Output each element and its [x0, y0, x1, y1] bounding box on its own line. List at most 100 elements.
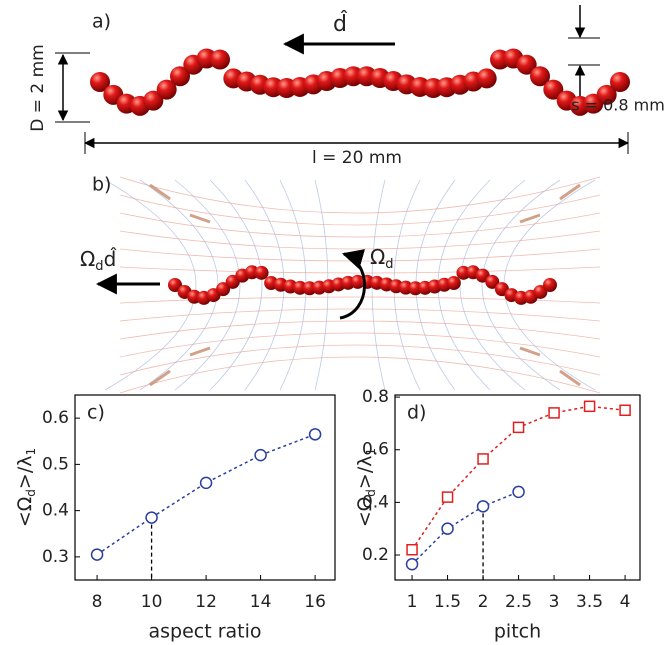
y-axis-label-part: <Ω [354, 497, 376, 527]
streamline [174, 179, 241, 391]
sphere [543, 278, 557, 292]
y-axis-label: <Ωd>/λ1 [354, 448, 378, 527]
rotation-arrow [339, 249, 366, 320]
streamline [119, 212, 601, 238]
flow-arrow [149, 369, 171, 387]
marker [476, 500, 490, 513]
marker [90, 548, 104, 561]
flow-arrow [519, 346, 541, 357]
length-label: l = 20 mm [312, 148, 402, 168]
streamline [119, 320, 601, 340]
streamline [119, 308, 601, 322]
y-axis-label: <Ωd>/λ1 [14, 448, 38, 527]
streamline [104, 179, 197, 391]
sphere [210, 49, 230, 70]
streamline [119, 332, 601, 358]
x-tick-label: 12 [195, 592, 217, 612]
marker [405, 557, 419, 571]
series-line [96, 433, 316, 556]
marker [441, 522, 454, 535]
sphere [485, 274, 500, 289]
diameter-label: D = 2 mm [28, 44, 48, 131]
sphere [168, 278, 182, 292]
chain-b [168, 265, 557, 305]
x-tick-label: 3 [549, 592, 560, 612]
direction-label: d̂ [333, 11, 347, 37]
sphere [170, 66, 190, 87]
marker [441, 491, 454, 503]
streamline [119, 194, 601, 226]
streamline [119, 266, 601, 274]
y-axis-label-part: >/λ [354, 455, 376, 489]
x-tick-label: 2.5 [505, 592, 532, 612]
marker [406, 543, 418, 556]
x-tick-label: 3.5 [576, 592, 603, 612]
flow-arrow [189, 213, 211, 224]
y-tick-label: 0.8 [362, 387, 389, 407]
rotation-subscript: d [385, 257, 393, 272]
x-tick-label: 1.5 [434, 592, 461, 612]
y-axis-label-part: 1 [364, 448, 378, 456]
streamline [119, 176, 601, 214]
plot-frame [74, 394, 336, 581]
marker [619, 404, 631, 417]
sphere-label: s = 0.8 mm [571, 96, 665, 115]
streamline [119, 248, 601, 262]
y-axis-label-part: >/λ [14, 455, 36, 489]
marker [199, 476, 213, 490]
sphere [254, 265, 269, 280]
sphere [216, 282, 231, 297]
translation-label: Ωdd̂ [80, 247, 117, 274]
marker [254, 448, 267, 462]
rotation-label: Ωd [370, 245, 394, 272]
sphere [596, 84, 617, 105]
marker [583, 400, 596, 413]
y-tick-label: 0.3 [42, 547, 69, 567]
y-tick-label: 0.6 [362, 440, 389, 460]
marker [512, 421, 525, 434]
sphere [90, 72, 110, 92]
y-axis-label-part: d [24, 489, 38, 497]
translation-direction: d̂ [104, 247, 117, 271]
sphere [610, 72, 630, 92]
sphere [350, 274, 365, 289]
streamline [481, 179, 561, 391]
sphere [533, 284, 548, 299]
streamline [119, 230, 601, 250]
marker [548, 407, 560, 419]
marker [145, 511, 158, 524]
sphere [446, 276, 461, 291]
x-axis-label: pitch [494, 621, 541, 643]
panel-label: d) [407, 402, 426, 424]
marker [308, 428, 322, 441]
rotation-symbol: Ω [370, 245, 385, 269]
x-tick-label: 14 [250, 592, 272, 612]
panel-label: a) [92, 11, 111, 33]
translation-symbol: Ω [80, 247, 95, 271]
panel-label: b) [92, 174, 111, 196]
sphere [543, 79, 564, 100]
x-axis-label: aspect ratio [148, 621, 261, 643]
streamline [119, 356, 601, 394]
y-tick-label: 0.6 [42, 408, 69, 428]
translation-subscript: d [95, 259, 103, 274]
chain-a [90, 48, 630, 116]
sphere [530, 66, 550, 87]
marker [512, 485, 525, 499]
plot-frame [394, 394, 641, 581]
flow-arrow [559, 183, 581, 201]
x-tick-label: 8 [92, 592, 103, 612]
x-tick-label: 16 [304, 592, 326, 612]
sphere [516, 54, 537, 75]
y-axis-label-part: d [364, 489, 378, 497]
x-tick-label: 4 [620, 592, 631, 612]
sphere [156, 79, 177, 100]
flow-arrow [149, 183, 171, 201]
flow-arrow [189, 346, 211, 357]
flow-arrow [559, 369, 581, 387]
sphere [476, 68, 497, 89]
series-line [411, 491, 519, 565]
y-tick-label: 0.5 [42, 454, 69, 474]
